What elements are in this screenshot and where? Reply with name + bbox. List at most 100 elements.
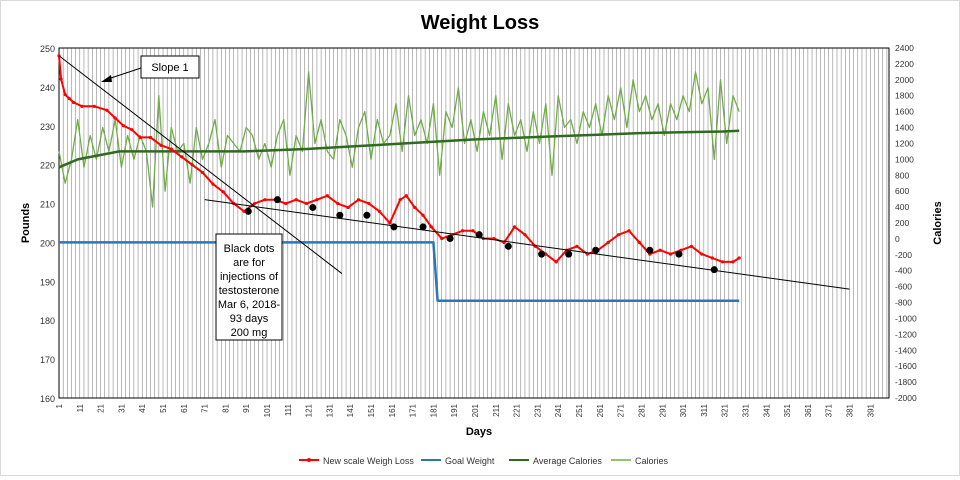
injection-dot xyxy=(710,266,718,274)
weight-point xyxy=(148,135,153,140)
x-tick-label: 291 xyxy=(658,403,667,417)
legend-item-goal[interactable]: Goal Weight xyxy=(421,456,495,466)
weight-point xyxy=(404,194,408,198)
x-tick-label: 231 xyxy=(533,403,542,417)
x-tick-label: 311 xyxy=(700,403,709,416)
weight-point xyxy=(460,229,465,233)
y2-tick-label: -1200 xyxy=(895,329,917,339)
series-line-3 xyxy=(58,71,740,208)
injection-dot xyxy=(675,250,683,258)
weight-point xyxy=(130,128,134,132)
x-tick-label: 181 xyxy=(429,403,438,417)
weight-point xyxy=(440,236,444,241)
injection-dots xyxy=(244,196,718,274)
dots-note-line: are for xyxy=(233,257,265,269)
weight-point xyxy=(388,221,392,225)
dots-note-line: 93 days xyxy=(230,313,269,325)
y2-tick-label: -800 xyxy=(895,298,912,308)
x-tick-label: 351 xyxy=(783,403,792,417)
weight-point xyxy=(637,240,641,245)
weight-point xyxy=(413,205,417,210)
x-tick-label: 41 xyxy=(138,403,147,412)
weight-point xyxy=(658,248,662,252)
legend-marker-weight xyxy=(307,458,311,462)
weight-point xyxy=(63,93,67,97)
y-tick-label: 180 xyxy=(40,316,55,326)
weight-point xyxy=(67,96,72,101)
weight-point xyxy=(105,108,109,112)
injection-dot xyxy=(363,211,371,219)
weight-point xyxy=(616,233,621,237)
injection-dot xyxy=(244,207,252,215)
y2-tick-label: -1800 xyxy=(895,377,917,387)
slope-label: Slope 1 xyxy=(151,62,188,74)
y-tick-label: 190 xyxy=(40,277,55,287)
slope-annotation: Slope 1 xyxy=(101,55,200,82)
weight-point xyxy=(710,256,714,260)
y-tick-label: 240 xyxy=(40,83,55,93)
weight-point xyxy=(720,260,725,264)
legend-item-calories[interactable]: Calories xyxy=(611,456,669,466)
injection-dot xyxy=(273,196,281,204)
weight-point xyxy=(575,244,579,248)
x-tick-label: 151 xyxy=(367,403,376,417)
weight-point xyxy=(252,201,257,206)
x-tick-label: 31 xyxy=(117,403,126,412)
weight-point xyxy=(627,229,631,233)
y-tick-label: 210 xyxy=(40,200,55,210)
weight-point xyxy=(121,124,126,128)
x-tick-label: 241 xyxy=(554,403,563,417)
series-line-2 xyxy=(58,129,740,169)
chart-title: Weight Loss xyxy=(421,12,540,34)
plot-area-border xyxy=(58,47,890,399)
weight-point xyxy=(325,194,329,198)
x-tick-label: 171 xyxy=(409,403,418,417)
weight-point xyxy=(304,201,309,206)
weight-point xyxy=(356,198,361,202)
weight-point xyxy=(92,104,96,108)
weight-point xyxy=(263,198,267,202)
weight-point xyxy=(169,147,173,151)
dots-note-line: testosterone xyxy=(219,285,280,297)
x-tick-label: 221 xyxy=(513,403,522,417)
injection-dot xyxy=(446,235,454,243)
weight-point xyxy=(512,225,517,229)
weight-point xyxy=(315,198,319,202)
x-tick-label: 161 xyxy=(388,403,397,417)
weight-point xyxy=(668,252,673,256)
weight-point xyxy=(737,256,741,260)
x-axis-label: Days xyxy=(466,426,492,438)
weight-point xyxy=(200,170,205,175)
legend-item-weight[interactable]: New scale Weigh Loss xyxy=(299,456,414,466)
x-tick-label: 141 xyxy=(346,403,355,417)
weight-point xyxy=(377,209,381,213)
x-tick-label: 11 xyxy=(76,403,85,412)
x-tick-label: 191 xyxy=(450,403,459,417)
trend-line-0 xyxy=(58,55,343,274)
dots-note: Black dots are for injections of testost… xyxy=(215,233,283,341)
legend-label: Average Calories xyxy=(533,456,602,466)
y2-tick-label: -1000 xyxy=(895,313,917,323)
y2-tick-label: 1800 xyxy=(895,91,914,101)
weight-point xyxy=(159,143,163,147)
legend-label: New scale Weigh Loss xyxy=(323,456,414,466)
weight-point xyxy=(367,201,371,206)
y2-tick-label: 0 xyxy=(895,234,900,244)
x-tick-label: 91 xyxy=(242,403,251,412)
dots-note-line: 200 mg xyxy=(231,327,268,339)
y-tick-label: 170 xyxy=(40,355,55,365)
weight-point xyxy=(221,190,225,194)
y2-tick-label: 1200 xyxy=(895,138,914,148)
x-tick-label: 361 xyxy=(804,403,813,417)
trend-line-1 xyxy=(204,199,850,290)
legend-item-avg-calories[interactable]: Average Calories xyxy=(509,456,602,466)
y2-tick-label: -1400 xyxy=(895,345,917,355)
y2-tick-label: -600 xyxy=(895,282,912,292)
x-tick-label: 341 xyxy=(762,403,771,417)
injection-dot xyxy=(646,246,654,254)
dots-note-box xyxy=(215,233,283,341)
x-tick-label: 281 xyxy=(637,403,646,417)
weight-point xyxy=(554,260,558,264)
y-axis-label: Pounds xyxy=(20,203,32,243)
